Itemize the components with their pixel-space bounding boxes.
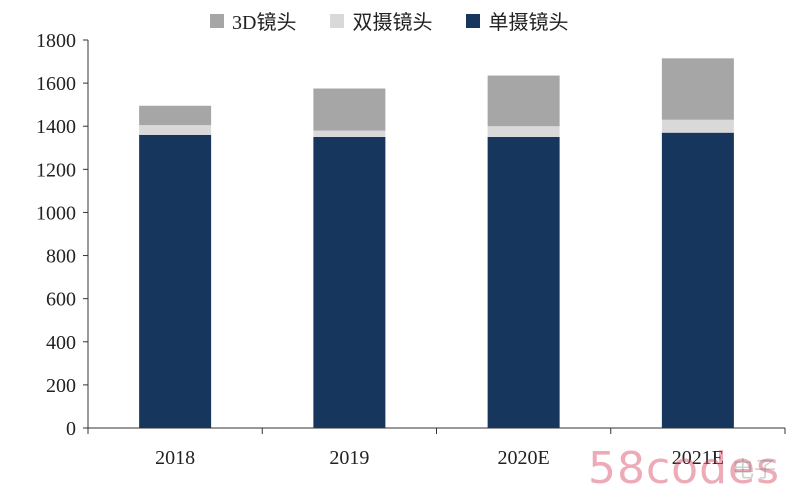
y-tick-label: 0 bbox=[66, 418, 76, 440]
bar-segment-3d-2020E bbox=[487, 75, 560, 127]
x-tick-label: 2020E bbox=[498, 447, 550, 469]
legend: 3D镜头 双摄镜头 单摄镜头 bbox=[210, 6, 568, 35]
y-tick-label: 200 bbox=[46, 375, 76, 397]
legend-swatch-3d bbox=[210, 13, 224, 28]
legend-item-dual: 双摄镜头 bbox=[330, 6, 432, 35]
y-tick-label: 1800 bbox=[36, 30, 76, 52]
bar-segment-3d-2021E bbox=[661, 58, 734, 120]
y-tick-label: 400 bbox=[46, 332, 76, 354]
bar-segment-3d-2018 bbox=[139, 105, 212, 126]
legend-label-single: 单摄镜头 bbox=[488, 12, 569, 34]
bar-segment-dual-2019 bbox=[313, 130, 386, 137]
legend-swatch-single bbox=[466, 13, 481, 28]
y-tick-label: 1200 bbox=[36, 159, 76, 181]
y-tick-label: 600 bbox=[46, 289, 76, 311]
x-tick-label: 2019 bbox=[329, 447, 369, 469]
y-tick-label: 800 bbox=[46, 246, 76, 268]
legend-item-single: 单摄镜头 bbox=[466, 6, 568, 35]
legend-item-3d: 3D镜头 bbox=[210, 6, 296, 35]
bar-segment-dual-2021E bbox=[661, 119, 734, 133]
x-tick-label: 2021E bbox=[672, 447, 724, 469]
bar-segment-single-2019 bbox=[313, 137, 386, 428]
y-tick-label: 1000 bbox=[36, 202, 76, 224]
bar-segment-3d-2019 bbox=[313, 88, 386, 131]
bar-segment-dual-2018 bbox=[139, 125, 212, 135]
y-tick-label: 1600 bbox=[36, 73, 76, 95]
bar-segment-single-2020E bbox=[487, 137, 560, 428]
legend-swatch-dual bbox=[330, 13, 345, 28]
legend-label-dual: 双摄镜头 bbox=[352, 12, 433, 34]
x-tick-label: 2018 bbox=[155, 447, 195, 469]
bar-segment-dual-2020E bbox=[487, 126, 560, 137]
legend-label-3d: 3D镜头 bbox=[232, 12, 297, 34]
bar-segment-single-2018 bbox=[139, 134, 212, 428]
y-tick-label: 1400 bbox=[36, 116, 76, 138]
bar-segment-single-2021E bbox=[661, 132, 734, 428]
